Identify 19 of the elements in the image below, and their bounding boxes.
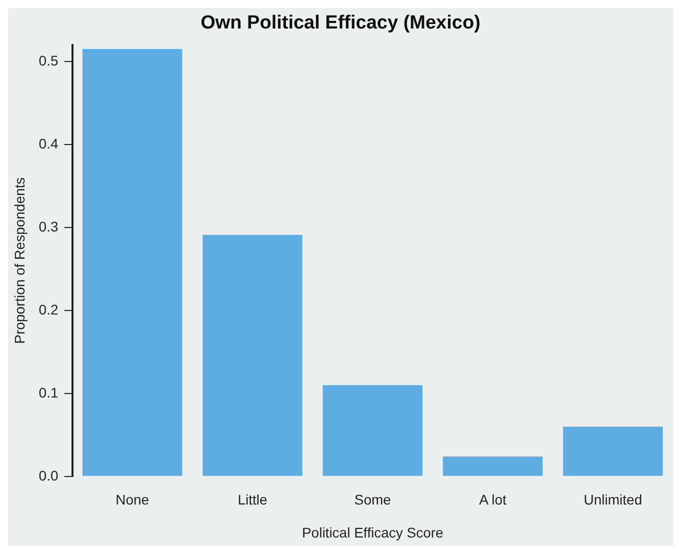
y-tick-label: 0.3 bbox=[38, 218, 58, 234]
x-tick-label: Unlimited bbox=[584, 492, 642, 508]
x-axis-title: Political Efficacy Score bbox=[302, 524, 444, 540]
y-tick-label: 0.1 bbox=[38, 384, 58, 400]
bar bbox=[442, 456, 543, 476]
x-tick-label: None bbox=[116, 492, 150, 508]
x-tick-label: A lot bbox=[479, 492, 507, 508]
y-tick-label: 0.2 bbox=[38, 301, 58, 318]
x-tick-label: Little bbox=[238, 492, 268, 508]
bar bbox=[82, 48, 182, 476]
y-tick-label: 0.0 bbox=[38, 467, 58, 484]
bar bbox=[202, 234, 302, 476]
y-tick-label: 0.5 bbox=[38, 52, 58, 68]
bar bbox=[322, 385, 422, 476]
y-tick-label: 0.4 bbox=[38, 135, 58, 152]
x-tick-label: Some bbox=[354, 492, 392, 508]
bar bbox=[563, 426, 663, 476]
y-axis-title: Proportion of Respondents bbox=[11, 177, 28, 344]
chart-title: Own Political Efficacy (Mexico) bbox=[200, 12, 480, 34]
